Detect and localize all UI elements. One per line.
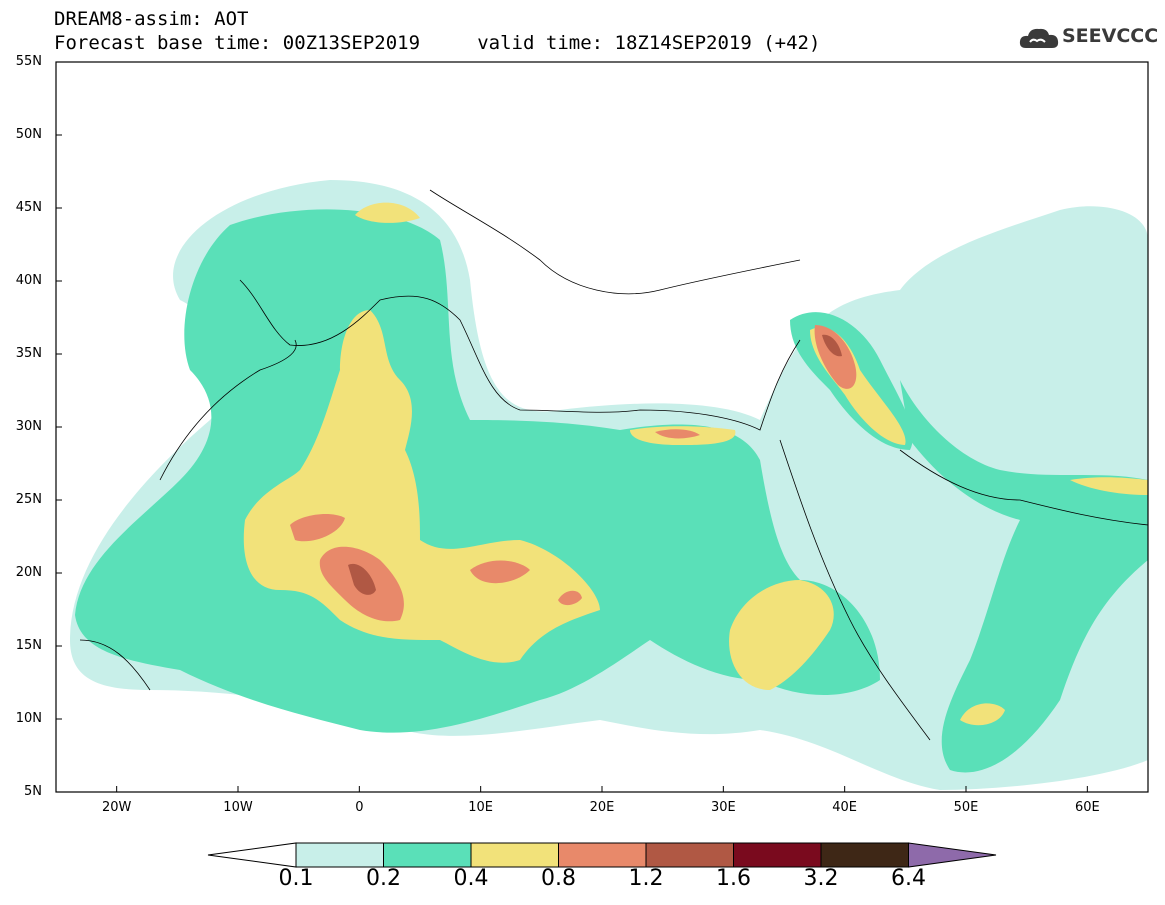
cloud-icon bbox=[1019, 28, 1059, 48]
forecast-times: Forecast base time: 00Z13SEP2019 valid t… bbox=[54, 32, 821, 54]
lat-label: 20N bbox=[15, 565, 42, 580]
aot-band-0.8-d bbox=[558, 590, 582, 606]
colorbar-segment bbox=[383, 842, 472, 868]
aot-band-0.4-arabia bbox=[1070, 477, 1148, 495]
aot-band-1.2 bbox=[348, 563, 376, 595]
colorbar-label: 6.4 bbox=[891, 866, 926, 891]
lon-label: 50E bbox=[953, 800, 979, 815]
colorbar-segment bbox=[733, 842, 822, 868]
lat-label: 50N bbox=[15, 127, 42, 142]
lat-label: 55N bbox=[15, 54, 42, 69]
colorbar-segment bbox=[470, 842, 559, 868]
lon-label: 20E bbox=[589, 800, 615, 815]
colorbar-segment bbox=[820, 842, 909, 868]
lon-label: 0 bbox=[355, 800, 364, 815]
lon-label: 20W bbox=[101, 800, 132, 815]
colorbar-label: 1.6 bbox=[716, 866, 751, 891]
lat-label: 5N bbox=[24, 784, 42, 799]
colorbar-high-arrow bbox=[908, 842, 997, 868]
logo-text: SEEVCCC bbox=[1062, 25, 1159, 47]
lat-label: 40N bbox=[15, 273, 42, 288]
lat-label: 15N bbox=[15, 638, 42, 653]
seevccc-logo: SEEVCCC bbox=[1018, 22, 1158, 56]
lat-label: 30N bbox=[15, 419, 42, 434]
aot-band-0.2 bbox=[75, 209, 880, 733]
colorbar-label: 0.1 bbox=[278, 866, 314, 891]
colorbar-segment bbox=[645, 842, 734, 868]
colorbar-label: 0.8 bbox=[541, 866, 576, 891]
lat-label: 35N bbox=[15, 346, 42, 361]
aot-band-0.4-somalia bbox=[960, 703, 1005, 726]
aot-band-1.2-b bbox=[822, 334, 842, 357]
aot-band-0.4-france bbox=[355, 202, 420, 223]
colorbar-label: 3.2 bbox=[803, 866, 839, 891]
colorbar-label: 0.2 bbox=[366, 866, 401, 891]
axis-ticks bbox=[56, 61, 1088, 793]
lat-label: 45N bbox=[15, 200, 42, 215]
colorbar-segment bbox=[295, 842, 384, 868]
aot-band-0.8-c bbox=[470, 560, 530, 584]
aot-shading bbox=[70, 180, 1148, 790]
coastlines bbox=[79, 189, 1148, 741]
lon-label: 40E bbox=[832, 800, 858, 815]
lon-label: 60E bbox=[1074, 800, 1100, 815]
lon-label: 10W bbox=[223, 800, 253, 815]
lat-label: 25N bbox=[15, 492, 42, 507]
lon-label: 30E bbox=[710, 800, 736, 815]
colorbar-segment bbox=[558, 842, 647, 868]
colorbar-label: 0.4 bbox=[453, 866, 489, 891]
lon-label: 10E bbox=[468, 800, 494, 815]
aot-band-0.8-f bbox=[655, 429, 700, 439]
aot-band-0.4-sudan bbox=[729, 580, 834, 690]
map-title: DREAM8-assim: AOT bbox=[54, 8, 249, 30]
lat-label: 10N bbox=[15, 711, 42, 726]
colorbar-label: 1.2 bbox=[628, 866, 664, 891]
aot-band-0.8-b bbox=[290, 514, 345, 542]
colorbar-low-arrow bbox=[207, 842, 297, 868]
